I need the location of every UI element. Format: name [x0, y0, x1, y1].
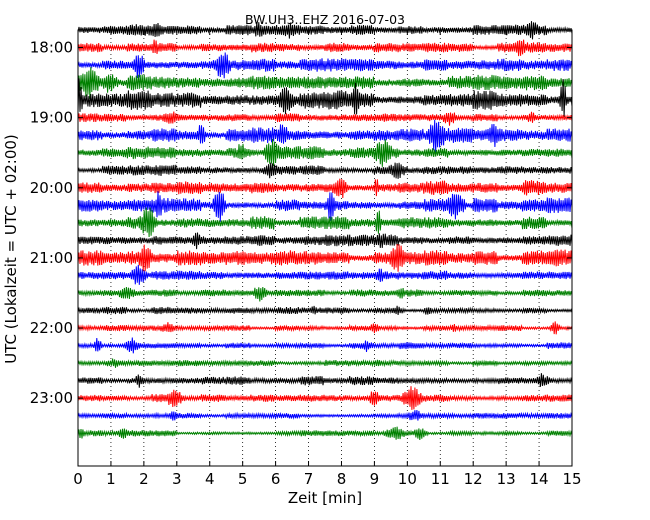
trace-2315	[77, 409, 573, 421]
x-tick-label: 8	[337, 470, 347, 488]
trace-2100	[77, 243, 573, 272]
y-tick-label: 21:00	[30, 249, 73, 267]
trace-1915	[77, 119, 573, 154]
y-tick-label: 20:00	[30, 179, 73, 197]
y-tick-label: 23:00	[30, 389, 73, 407]
x-tick-label: 3	[172, 470, 182, 488]
x-tick-label: 6	[271, 470, 281, 488]
trace-1930	[77, 138, 573, 167]
x-tick-label: 9	[370, 470, 380, 488]
trace-2145	[77, 305, 573, 315]
trace-1815	[77, 52, 573, 79]
y-tick-label: 22:00	[30, 319, 73, 337]
trace-2030	[77, 207, 573, 238]
y-tick-label: 19:00	[30, 109, 73, 127]
trace-2300	[77, 386, 573, 410]
trace-2130	[77, 286, 573, 302]
chart-title: BW.UH3..EHZ 2016-07-03	[245, 12, 405, 27]
trace-2215	[77, 337, 573, 354]
x-tick-label: 12	[464, 470, 483, 488]
x-tick-label: 4	[205, 470, 215, 488]
x-tick-label: 14	[530, 470, 549, 488]
trace-1800	[77, 39, 573, 57]
trace-1945	[77, 162, 573, 179]
trace-2230	[77, 358, 573, 368]
trace-2330	[77, 426, 573, 441]
trace-1745	[77, 21, 573, 40]
trace-2245	[77, 373, 573, 388]
y-tick-label: 18:00	[30, 39, 73, 57]
x-tick-label: 15	[562, 470, 581, 488]
x-tick-label: 5	[238, 470, 248, 488]
x-axis-label: Zeit [min]	[288, 489, 362, 507]
plot-frame	[77, 29, 573, 467]
trace-1845	[77, 78, 573, 117]
trace-2015	[77, 191, 573, 222]
y-axis-label: UTC (Lokalzeit = UTC + 02:00)	[2, 134, 20, 364]
x-tick-label: 7	[304, 470, 314, 488]
seismic-traces	[77, 21, 573, 441]
trace-2000	[77, 178, 573, 199]
x-tick-label: 2	[139, 470, 149, 488]
trace-2045	[77, 232, 573, 250]
x-tick-label: 13	[497, 470, 516, 488]
axes: 0 1 2 3 4 5 6 7 8 9 10 11 12 13 14 1518:0019:0020:0021:…	[30, 29, 582, 488]
x-tick-label: 10	[398, 470, 417, 488]
trace-2200	[77, 321, 573, 335]
x-tick-label: 11	[431, 470, 450, 488]
trace-2115	[77, 264, 573, 285]
x-tick-label: 0	[73, 470, 83, 488]
trace-1830	[77, 67, 573, 99]
trace-1900	[77, 111, 573, 126]
x-tick-label: 1	[106, 470, 116, 488]
